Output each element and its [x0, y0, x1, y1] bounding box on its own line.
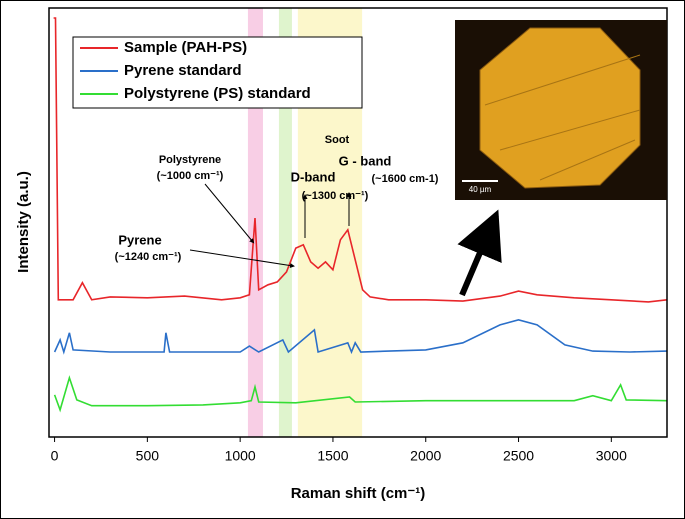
series-line [53, 17, 668, 303]
inset-scale-label: 40 µm [469, 185, 492, 194]
x-tick-label: 0 [51, 448, 59, 464]
annotation: G - band [339, 153, 392, 168]
annotation: Polystyrene [159, 154, 221, 166]
inset-arrow [457, 209, 502, 297]
legend-text: Pyrene standard [124, 62, 242, 79]
legend-box [72, 36, 363, 109]
annotation: (~1240 cm⁻¹) [115, 251, 182, 263]
inset-image: 40 µm [455, 20, 667, 200]
annotation: D-band [291, 169, 336, 184]
x-axis-label: Raman shift (cm⁻¹) [291, 485, 426, 502]
x-tick-label: 1500 [317, 448, 348, 464]
inset-streak [499, 109, 641, 151]
legend-text: Sample (PAH-PS) [124, 39, 247, 56]
x-tick-label: 1000 [225, 448, 256, 464]
annotation: Soot [325, 134, 350, 146]
x-tick-label: 3000 [596, 448, 627, 464]
inset-streak [539, 139, 636, 181]
inset-crystal [479, 27, 641, 189]
annotation: Pyrene [118, 232, 161, 247]
series-line [53, 318, 668, 355]
y-axis-label: Intensity (a.u.) [15, 171, 32, 273]
x-tick-label: 500 [136, 448, 160, 464]
inset-streak [484, 54, 641, 106]
annotation: (~1000 cm⁻¹) [157, 170, 224, 182]
annotation: (~1300 cm⁻¹) [302, 190, 369, 202]
highlight-band [278, 8, 292, 437]
annotation-arrow [189, 249, 295, 269]
x-tick-label: 2500 [503, 448, 534, 464]
annotation-arrow [204, 183, 255, 244]
plot-frame [48, 7, 668, 438]
annotation: (~1600 cm-1) [372, 173, 439, 185]
series-line [53, 375, 668, 413]
x-tick-label: 2000 [410, 448, 441, 464]
legend-text: Polystyrene (PS) standard [124, 85, 311, 102]
